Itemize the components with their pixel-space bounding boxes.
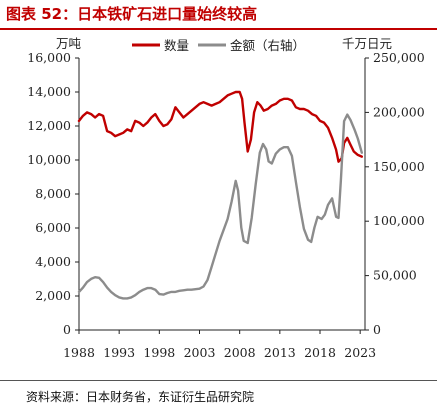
x-tick-label: 2018 xyxy=(304,345,336,360)
chart-svg: 0 2,000 4,000 6,000 8,000 10,000 12,000 14,000 1… xyxy=(27,36,424,360)
chart-title: 图表 52：日本铁矿石进口量始终较高 xyxy=(6,5,258,23)
left-tick-label: 14,000 xyxy=(27,84,71,99)
source-divider xyxy=(0,380,437,381)
x-tick-label: 1993 xyxy=(103,345,135,360)
left-tick-label: 0 xyxy=(63,322,71,337)
x-tick-label: 2003 xyxy=(184,345,216,360)
right-tick-label: 50,000 xyxy=(373,268,417,283)
chart-lines xyxy=(77,90,363,300)
x-tick-label: 1988 xyxy=(63,345,95,360)
chart-legend: 数量 金额（右轴） xyxy=(132,38,305,53)
x-tick-label: 2023 xyxy=(344,345,376,360)
title-divider xyxy=(0,28,437,30)
series-line-quantity xyxy=(77,90,363,163)
chart-axes: 0 2,000 4,000 6,000 8,000 10,000 12,000 14,000 1… xyxy=(27,50,424,360)
right-tick-label: 200,000 xyxy=(373,104,425,119)
source-note: 资料来源：日本财务省，东证衍生品研究院 xyxy=(26,390,255,404)
right-tick-label: 100,000 xyxy=(373,213,425,228)
left-tick-label: 4,000 xyxy=(35,254,71,269)
right-tick-label: 250,000 xyxy=(373,50,425,65)
legend-label-quantity: 数量 xyxy=(164,38,189,53)
right-tick-label: 0 xyxy=(373,322,381,337)
right-tick-label: 150,000 xyxy=(373,159,425,174)
left-tick-label: 12,000 xyxy=(27,118,71,133)
left-axis-unit: 万吨 xyxy=(56,36,82,51)
left-tick-label: 16,000 xyxy=(27,50,71,65)
left-tick-label: 8,000 xyxy=(35,186,71,201)
x-tick-label: 2008 xyxy=(224,345,256,360)
series-line-amount xyxy=(77,113,363,300)
left-tick-label: 2,000 xyxy=(35,288,71,303)
x-tick-label: 1998 xyxy=(143,345,175,360)
right-axis-unit: 千万日元 xyxy=(342,36,392,51)
left-tick-label: 6,000 xyxy=(35,220,71,235)
left-tick-label: 10,000 xyxy=(27,152,71,167)
legend-label-amount: 金额（右轴） xyxy=(230,38,305,53)
x-tick-label: 2013 xyxy=(264,345,296,360)
